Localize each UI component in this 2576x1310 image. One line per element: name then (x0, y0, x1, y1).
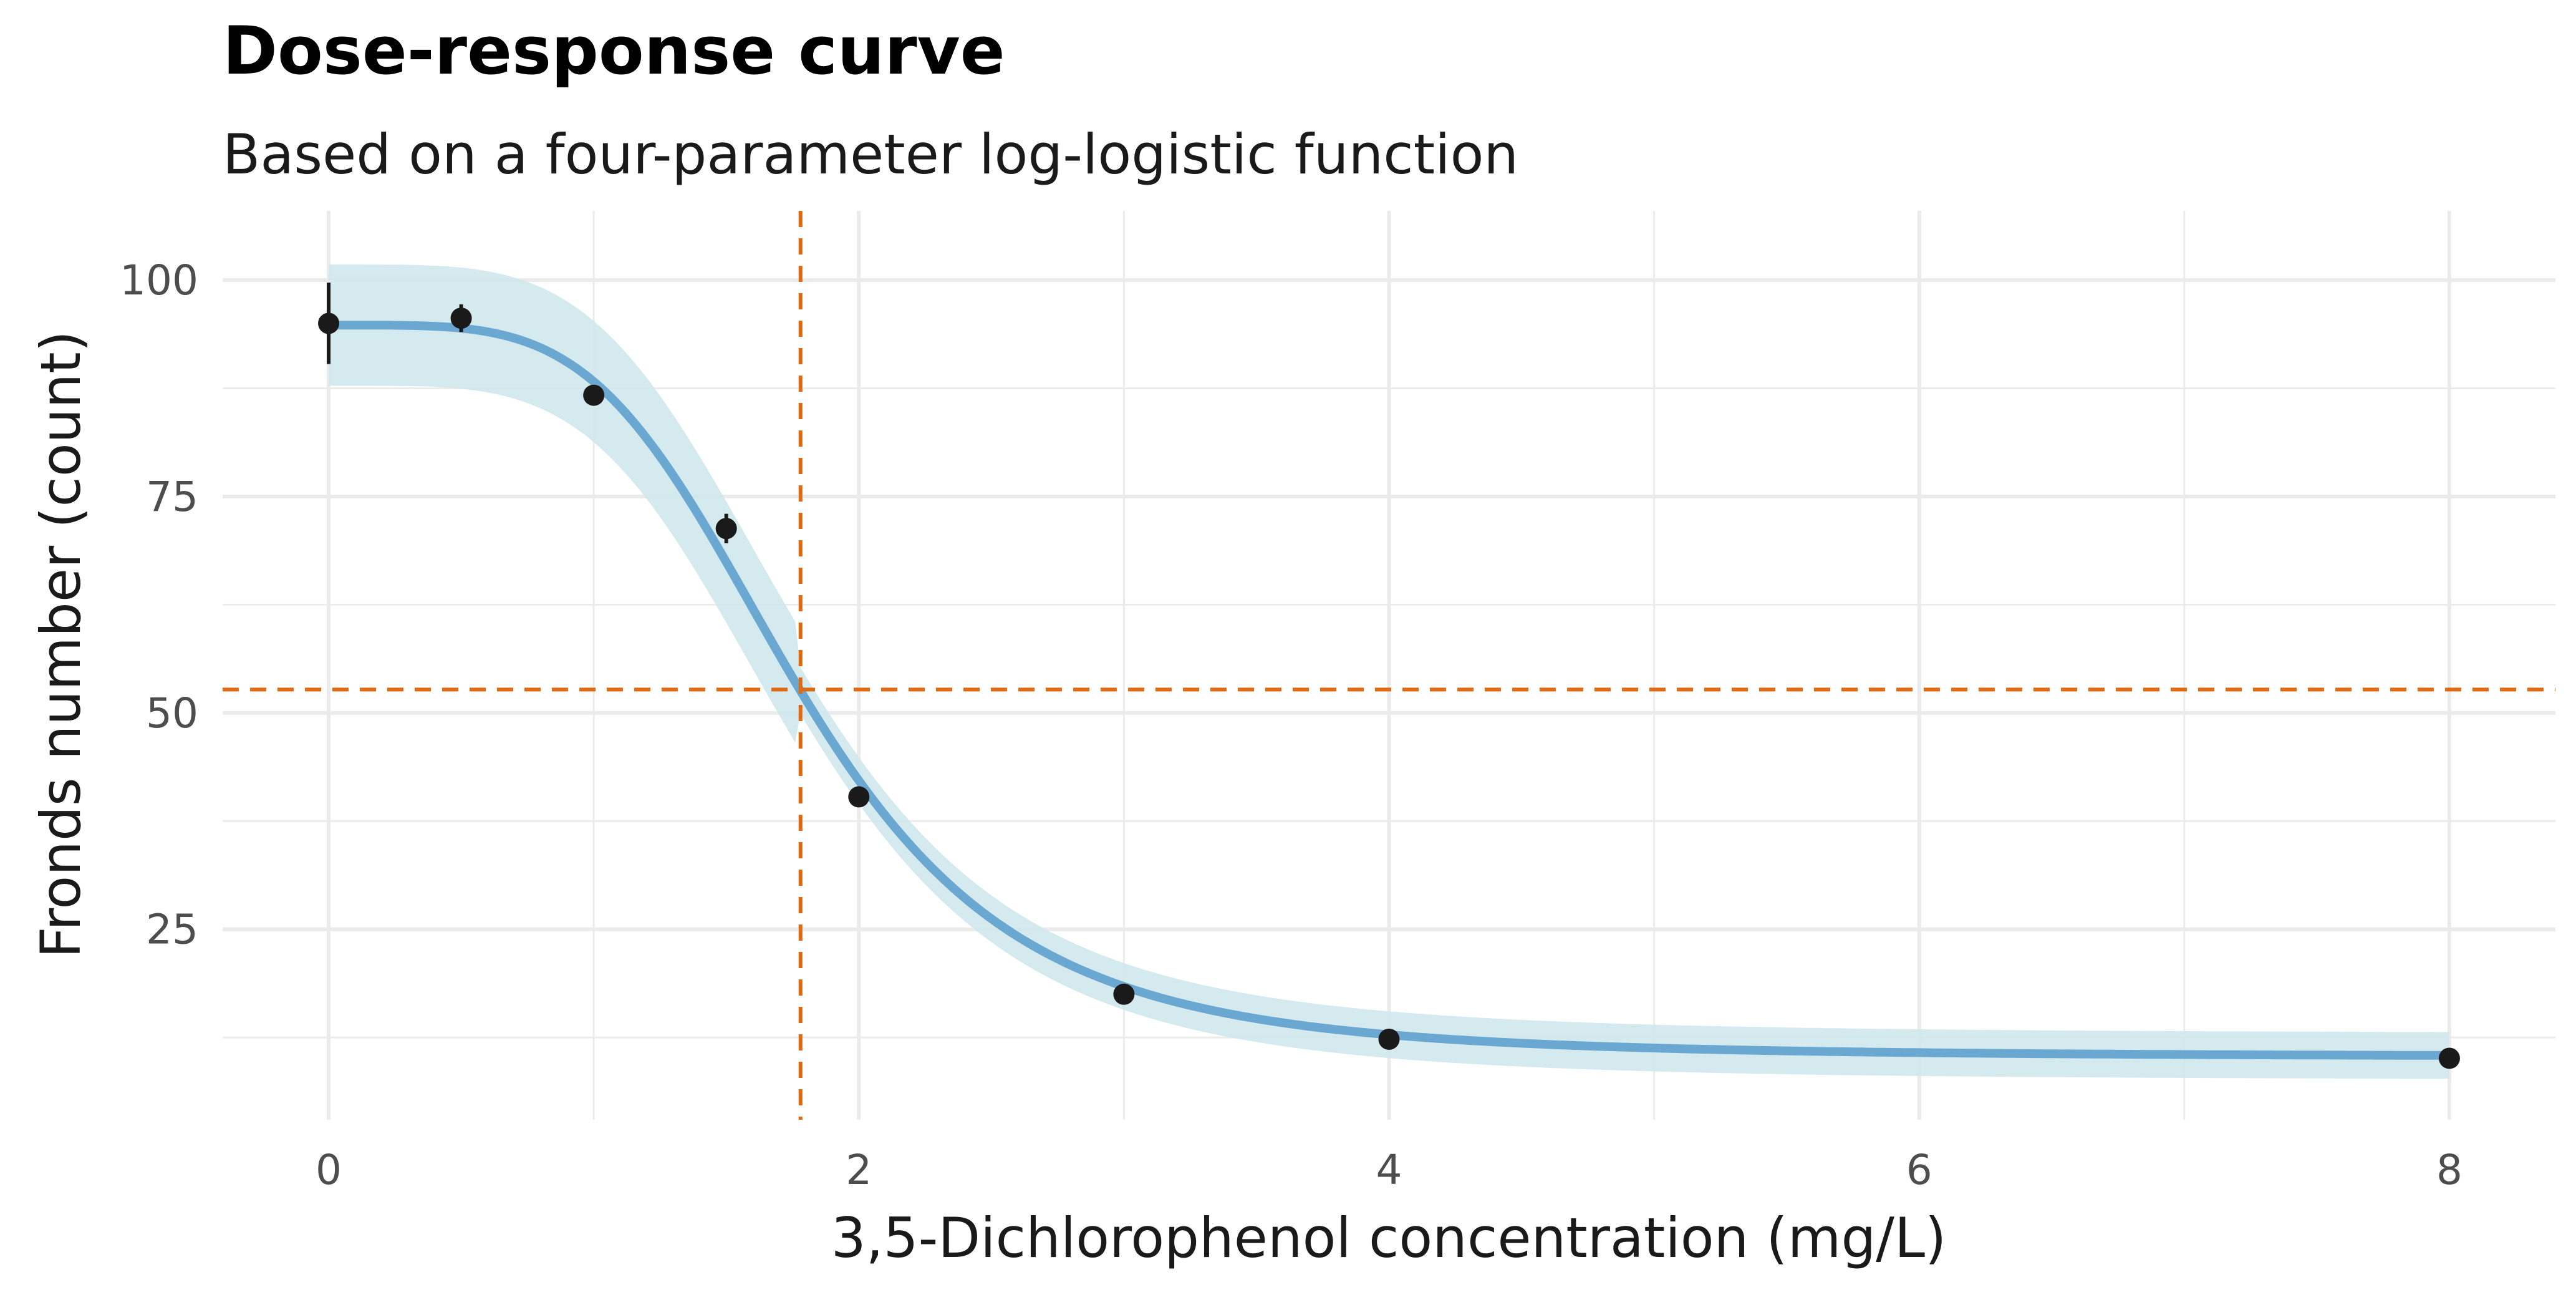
grid-lines (223, 211, 2555, 1120)
reference-lines (223, 211, 2555, 1120)
y-tick-label: 100 (120, 256, 198, 304)
chart-subtitle: Based on a four-parameter log-logistic f… (223, 122, 1518, 187)
data-point (450, 308, 472, 329)
data-point (848, 786, 870, 808)
y-tick-label: 25 (146, 906, 198, 954)
x-tick-label: 6 (1906, 1146, 1932, 1194)
y-tick-label: 75 (146, 473, 198, 521)
data-point (715, 518, 737, 540)
data-point (1113, 983, 1135, 1005)
chart-title: Dose-response curve (223, 12, 1005, 89)
y-tick-label: 50 (146, 689, 198, 737)
tick-labels: 0 2 4 6 8 25 50 75 100 (120, 256, 2463, 1194)
data-point (583, 384, 605, 406)
data-point (318, 313, 340, 334)
x-tick-label: 4 (1376, 1146, 1402, 1194)
x-tick-label: 2 (846, 1146, 872, 1194)
x-tick-label: 8 (2436, 1146, 2463, 1194)
data-points (318, 283, 2460, 1069)
data-point (1378, 1028, 1400, 1050)
y-axis-title: Fronds number (count) (29, 331, 93, 958)
x-axis-title: 3,5-Dichlorophenol concentration (mg/L) (831, 1206, 1947, 1270)
x-tick-label: 0 (316, 1146, 342, 1194)
data-point (2438, 1047, 2460, 1069)
